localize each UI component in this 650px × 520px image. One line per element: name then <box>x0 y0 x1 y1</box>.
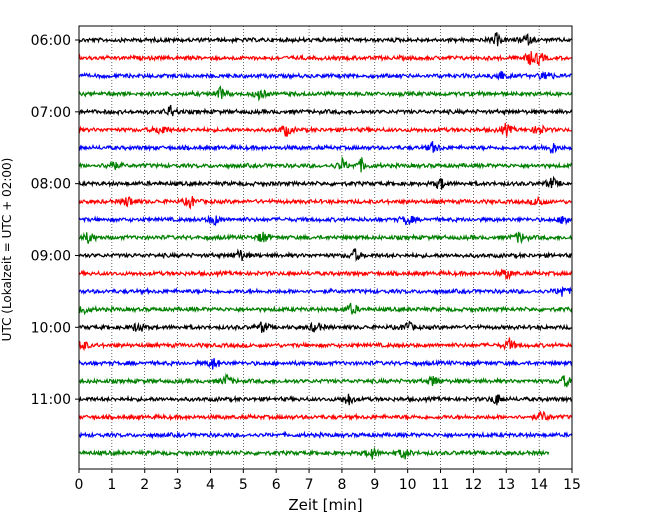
trace-0830 <box>78 214 573 227</box>
x-tick-label: 14 <box>530 477 548 493</box>
x-axis-ticks: 0 1 2 3 4 5 6 7 8 9 10 11 12 13 14 15 <box>75 469 581 493</box>
y-tick-label: 09:00 <box>31 248 71 264</box>
trace-0745 <box>78 155 573 173</box>
y-axis-label: UTC (Lokalzeit = UTC + 02:00) <box>0 158 14 342</box>
x-tick-label: 1 <box>107 477 116 493</box>
trace-1145 <box>78 446 550 460</box>
trace-1115 <box>78 410 573 422</box>
trace-0645 <box>78 85 573 102</box>
plot-frame <box>78 25 573 470</box>
y-tick-label: 10:00 <box>31 320 71 336</box>
trace-0845 <box>79 231 573 245</box>
trace-0945 <box>78 302 573 316</box>
x-tick-label: 7 <box>305 477 314 493</box>
x-axis-label: Zeit [min] <box>288 496 362 514</box>
trace-0930 <box>78 285 573 297</box>
y-axis-ticks: 06:00 07:00 08:00 09:00 10:00 11:00 <box>31 33 79 408</box>
trace-1130 <box>78 430 573 440</box>
trace-1030 <box>78 358 573 370</box>
seismic-traces <box>78 32 573 460</box>
trace-0915 <box>78 268 573 281</box>
trace-0600 <box>78 32 573 47</box>
x-tick-label: 6 <box>272 477 281 493</box>
trace-0715 <box>78 122 573 137</box>
x-tick-label: 2 <box>140 477 149 493</box>
trace-0630 <box>78 70 572 81</box>
y-tick-label: 08:00 <box>31 177 71 193</box>
trace-0700 <box>78 104 573 117</box>
x-tick-label: 9 <box>370 477 379 493</box>
y-tick-label: 06:00 <box>31 33 71 49</box>
x-tick-label: 8 <box>337 477 346 493</box>
x-tick-label: 3 <box>173 477 182 493</box>
x-tick-label: 0 <box>75 477 84 493</box>
trace-0800 <box>78 175 573 190</box>
trace-0615 <box>78 51 573 66</box>
x-tick-label: 4 <box>206 477 215 493</box>
vertical-grid <box>111 26 540 469</box>
x-tick-label: 15 <box>563 477 581 493</box>
trace-0815 <box>78 195 572 210</box>
x-tick-label: 12 <box>464 477 482 493</box>
x-tick-label: 5 <box>239 477 248 493</box>
x-tick-label: 10 <box>399 477 417 493</box>
trace-0730 <box>78 141 573 154</box>
x-tick-label: 11 <box>432 477 450 493</box>
trace-1100 <box>78 393 573 406</box>
x-tick-label: 13 <box>497 477 515 493</box>
y-tick-label: 07:00 <box>31 105 71 121</box>
trace-1015 <box>78 337 572 352</box>
y-tick-label: 11:00 <box>31 392 71 408</box>
trace-1045 <box>78 372 573 388</box>
trace-0900 <box>78 247 573 262</box>
trace-1000 <box>78 320 573 333</box>
